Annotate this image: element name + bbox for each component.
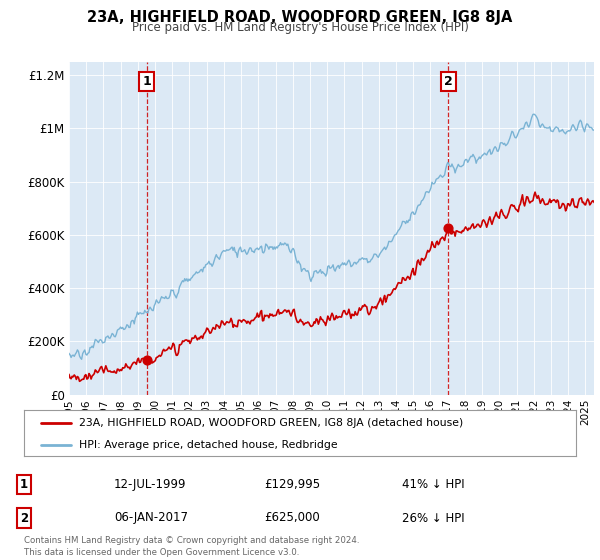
Text: 23A, HIGHFIELD ROAD, WOODFORD GREEN, IG8 8JA: 23A, HIGHFIELD ROAD, WOODFORD GREEN, IG8…: [88, 10, 512, 25]
Text: 2: 2: [20, 511, 28, 525]
Text: 23A, HIGHFIELD ROAD, WOODFORD GREEN, IG8 8JA (detached house): 23A, HIGHFIELD ROAD, WOODFORD GREEN, IG8…: [79, 418, 463, 428]
Text: 12-JUL-1999: 12-JUL-1999: [114, 478, 187, 491]
Text: 06-JAN-2017: 06-JAN-2017: [114, 511, 188, 525]
Text: £625,000: £625,000: [264, 511, 320, 525]
Text: 2: 2: [443, 75, 452, 88]
Point: [142, 356, 152, 365]
Text: Price paid vs. HM Land Registry's House Price Index (HPI): Price paid vs. HM Land Registry's House …: [131, 21, 469, 34]
Point: [443, 224, 453, 233]
Text: 41% ↓ HPI: 41% ↓ HPI: [402, 478, 464, 491]
Text: £129,995: £129,995: [264, 478, 320, 491]
Text: 26% ↓ HPI: 26% ↓ HPI: [402, 511, 464, 525]
Text: HPI: Average price, detached house, Redbridge: HPI: Average price, detached house, Redb…: [79, 440, 338, 450]
Text: 1: 1: [143, 75, 151, 88]
Text: 1: 1: [20, 478, 28, 491]
Text: Contains HM Land Registry data © Crown copyright and database right 2024.
This d: Contains HM Land Registry data © Crown c…: [24, 536, 359, 557]
